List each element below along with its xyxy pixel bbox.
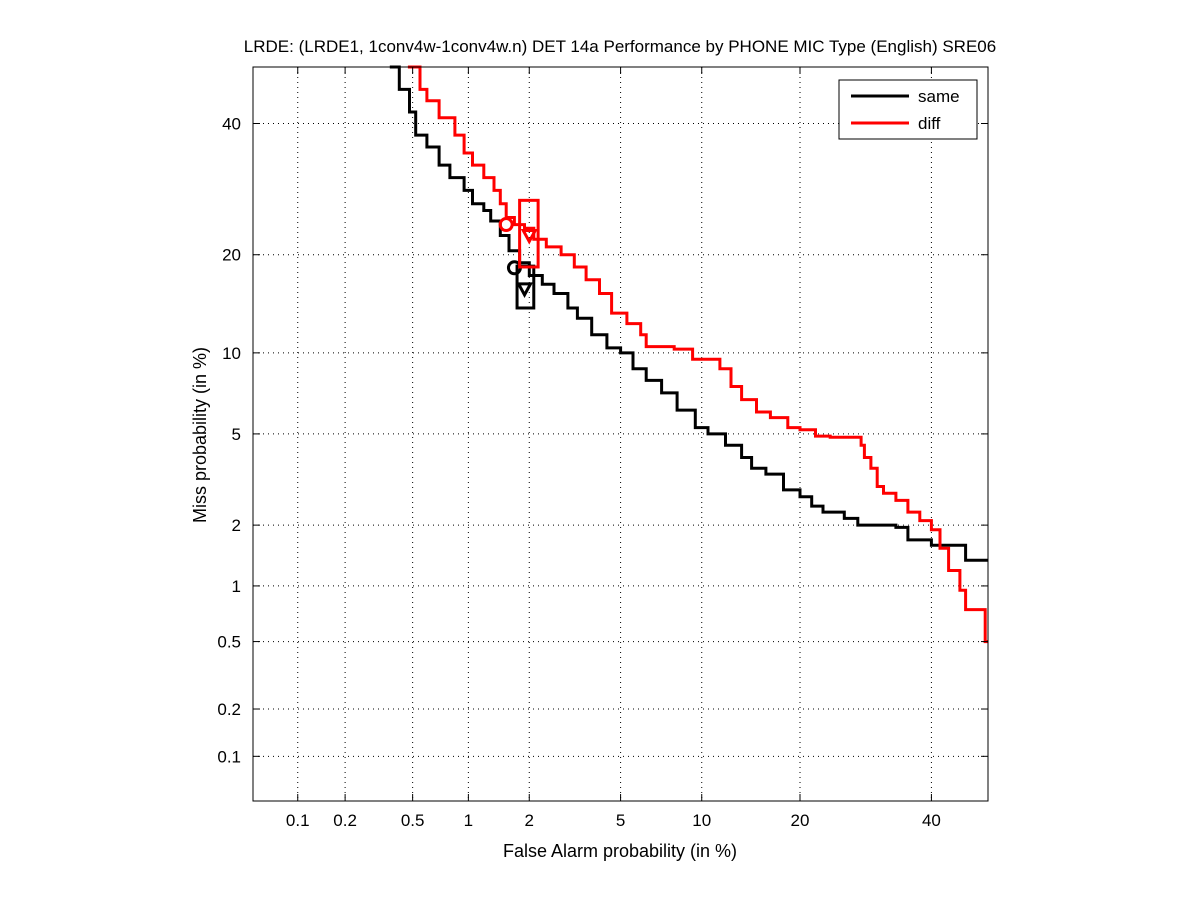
grid [253,67,988,801]
x-tick-label: 40 [922,811,941,830]
series-line-diff [407,65,988,644]
x-tick-label: 0.5 [401,811,425,830]
y-tick-label: 1 [232,577,241,596]
x-tick-label: 2 [525,811,534,830]
y-axis-label: Miss probability (in %) [190,347,210,523]
y-tick-label: 40 [222,115,241,134]
x-tick-label: 0.1 [286,811,310,830]
y-tick-label: 2 [232,516,241,535]
x-tick-label: 10 [692,811,711,830]
x-tick-label: 20 [791,811,810,830]
legend-box [838,79,978,140]
confidence-box-diff [518,198,540,269]
x-tick-label: 1 [464,811,473,830]
y-tick-label: 0.2 [217,700,241,719]
legend: same diff [838,79,978,140]
y-tick-label: 0.5 [217,633,241,652]
x-axis-ticks: 0.1 0.2 0.5 1 2 5 10 20 40 [286,67,941,830]
y-tick-label: 0.1 [217,747,241,766]
series-layer [389,65,988,644]
operating-point-diff [520,229,538,245]
x-axis-label: False Alarm probability (in %) [503,841,737,861]
min-cost-point-diff [498,217,514,233]
legend-label-diff: diff [918,114,941,133]
y-tick-label: 5 [232,425,241,444]
y-axis-ticks: 0.1 0.2 0.5 1 2 5 10 20 40 [217,115,988,766]
y-tick-label: 20 [222,246,241,265]
y-tick-label: 10 [222,344,241,363]
x-tick-label: 0.2 [333,811,357,830]
x-tick-label: 5 [616,811,625,830]
chart-title: LRDE: (LRDE1, 1conv4w-1conv4w.n) DET 14a… [244,37,996,56]
operating-point-same [516,282,534,298]
series-line-same [389,65,988,562]
legend-label-same: same [918,87,960,106]
